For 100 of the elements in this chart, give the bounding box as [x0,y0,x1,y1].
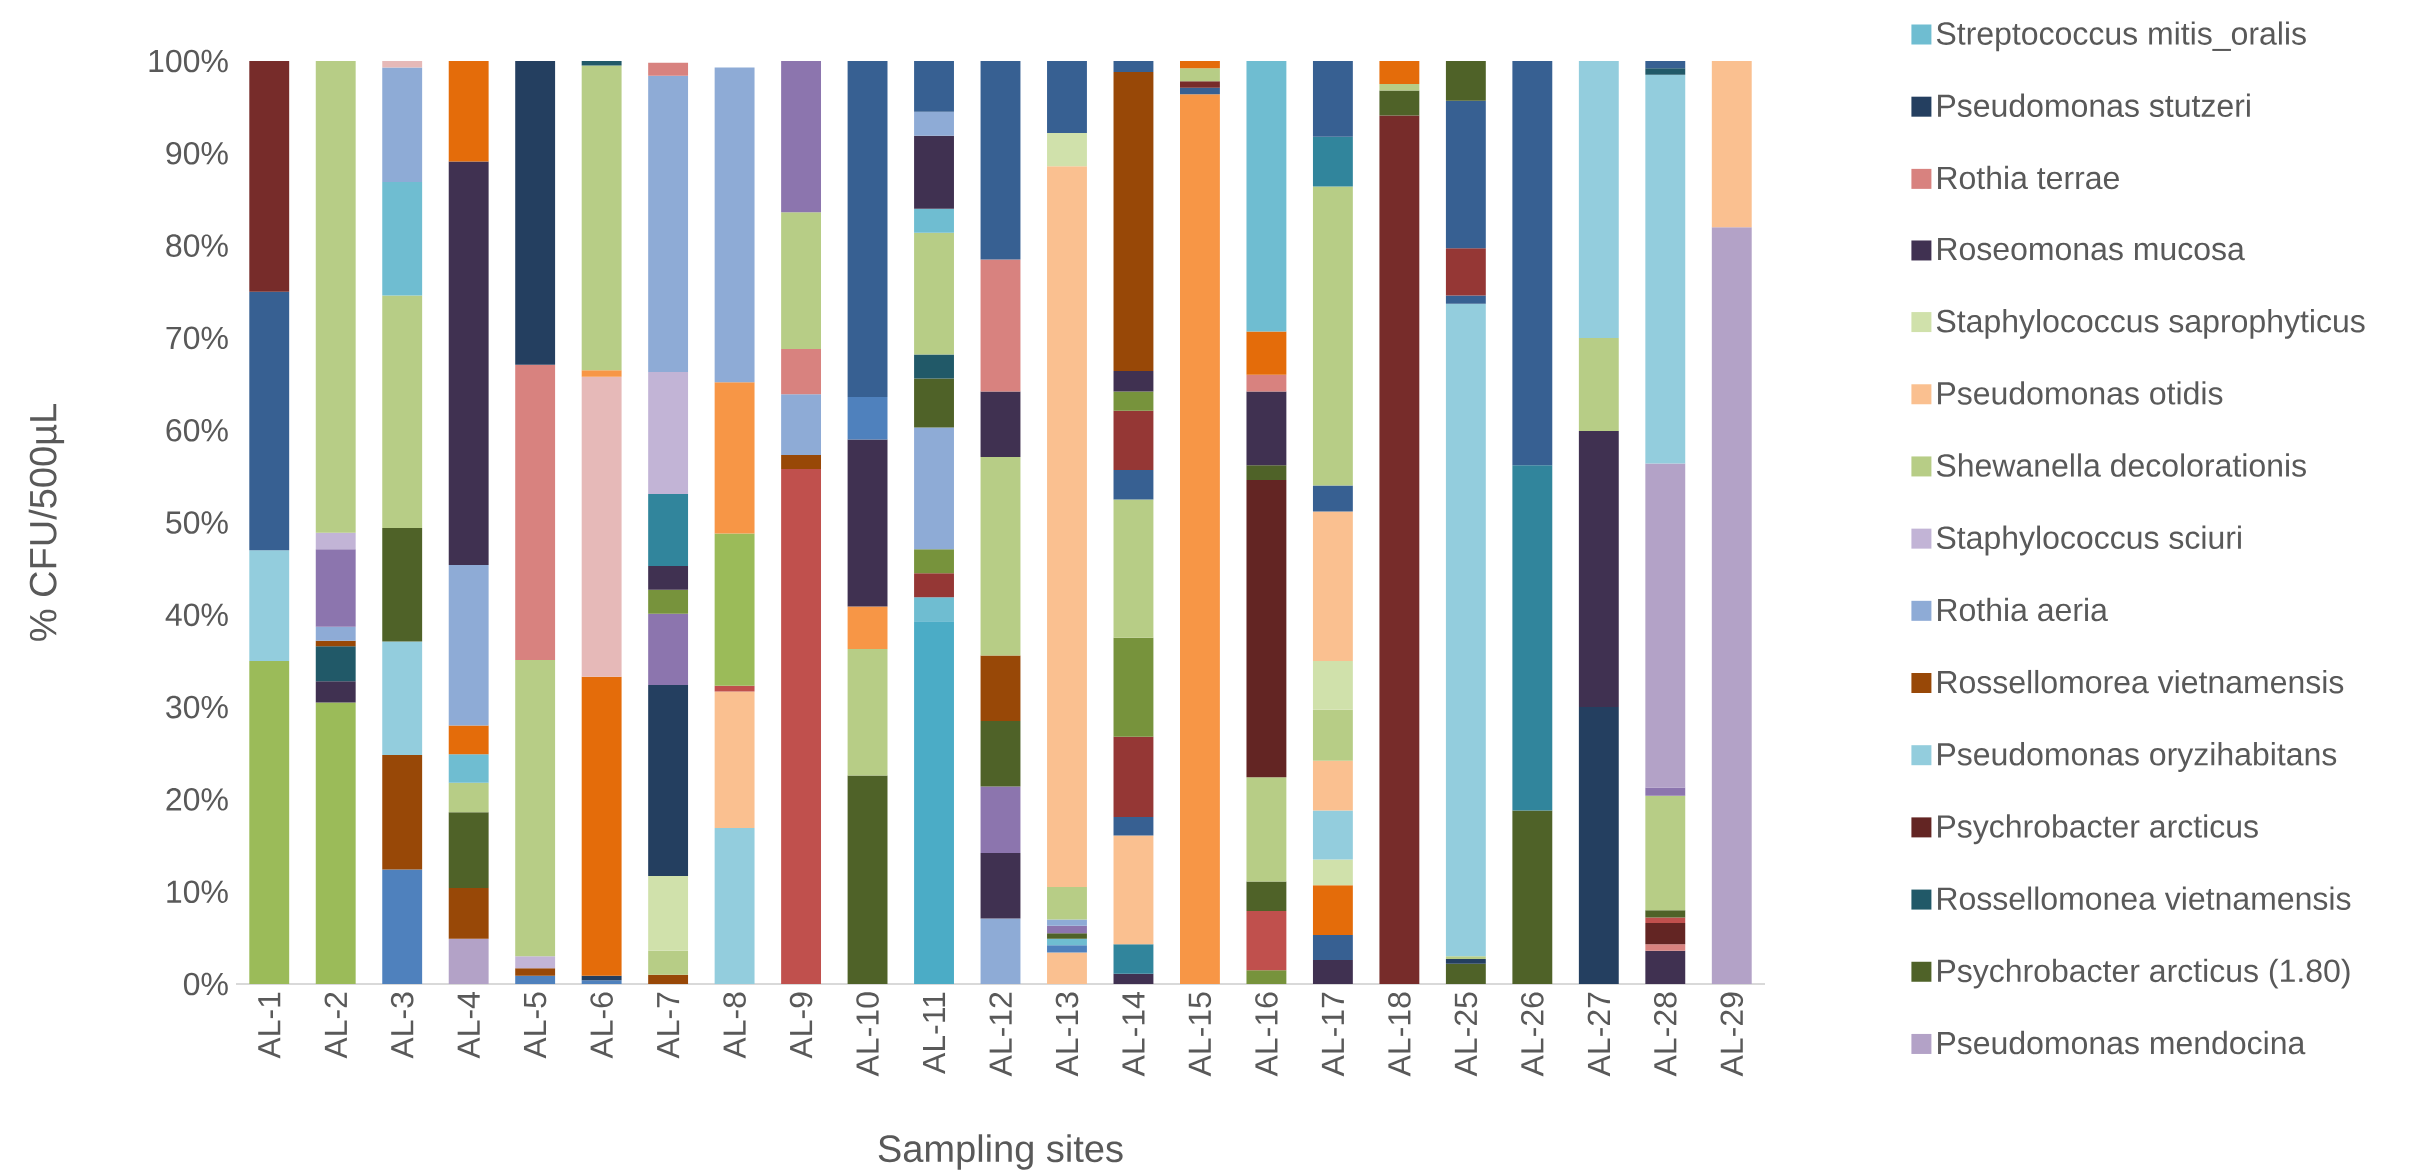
bar [1113,410,1154,470]
bar [1445,956,1486,960]
bar [315,646,356,682]
legend-label: Streptococcus mitis_oralis [1936,21,2306,52]
bar [714,382,755,534]
bar [1180,81,1220,88]
bar [515,975,556,984]
bar [781,455,822,469]
bar [1312,136,1353,187]
bar [980,259,1021,392]
bar [1312,485,1353,512]
bar [714,533,755,686]
bar [1312,935,1353,960]
bar [1645,60,1686,69]
bar [648,876,689,951]
bar [914,597,954,622]
bar [648,589,689,614]
legend-label: Rothia aeria [1938,597,2108,622]
bar [1047,887,1087,920]
y-tick-label: 10% [167,880,228,904]
x-tick-label: AL-12 [989,992,1012,1077]
y-tick-label: 40% [165,603,228,627]
bar [448,60,489,162]
bar [1246,777,1287,882]
y-tick-label: 80% [166,234,228,257]
bar [914,573,954,598]
legend-label: Rossellomorea vietnamensis [1938,669,2344,694]
bar [648,62,689,76]
x-tick-label: AL-6 [590,992,613,1059]
bar [1246,465,1287,481]
bar [1180,68,1220,82]
bar [1047,933,1087,939]
y-tick-label: 100% [149,49,228,73]
bar [1047,166,1087,888]
bar [1645,74,1686,464]
bar [1113,391,1154,411]
bar [382,60,423,68]
bar [249,660,290,984]
bar [1512,810,1553,984]
bar [847,775,888,984]
bar [1312,810,1353,860]
x-tick-label: AL-18 [1388,992,1411,1077]
bar [847,439,888,607]
bar [714,67,755,383]
bar [1180,60,1220,69]
y-tick-label: 60% [166,418,228,442]
bar [847,606,888,649]
bar [448,888,489,939]
bar [980,60,1021,260]
legend-label: Rothia terrae [1938,165,2119,190]
bar [382,641,423,756]
x-tick-label: AL-26 [1521,992,1544,1077]
bar [980,852,1021,919]
legend-label: Rossellomonea vietnamensis [1938,886,2351,910]
x-tick-label: AL-11 [923,992,946,1075]
y-tick-label: 30% [166,695,228,719]
bar [914,354,954,379]
bar [1047,925,1087,934]
y-tick-label: 0% [183,972,228,996]
x-tick-label: AL-25 [1454,992,1478,1077]
bar [382,181,423,296]
bar [315,702,356,984]
bar [1445,963,1486,984]
bar [1246,331,1287,375]
bar [315,626,356,641]
bar [1246,970,1287,984]
bar [448,725,489,755]
bar [1246,480,1287,778]
bar [1578,431,1619,708]
bar [1246,881,1287,912]
bar [847,396,888,440]
bar [980,786,1021,853]
bar [382,528,423,642]
bar [1312,660,1353,710]
bar [1645,950,1686,984]
bar [1645,787,1686,796]
bar [1645,463,1686,788]
x-tick-label: AL-9 [789,992,813,1059]
bar [581,370,622,377]
x-tick-label: AL-1 [258,992,281,1059]
bar [1445,248,1486,296]
x-tick-label: AL-7 [657,992,680,1059]
bar [1578,337,1619,432]
legend-label: Pseudomonas stutzeri [1938,93,2250,118]
bar [1113,499,1154,638]
bar [382,755,423,870]
legend-label: Psychrobacter arcticus (1.80) [1938,958,2350,989]
bar [648,613,689,685]
bar [1645,910,1686,918]
bar [382,869,423,984]
bar [1047,132,1087,167]
bar [1180,94,1220,984]
bar [914,60,954,112]
bar [980,456,1021,656]
bar [781,468,822,984]
bar [581,980,622,984]
legend-label: Pseudomonas mendocina [1938,1030,2306,1055]
bar [914,111,954,136]
bar [980,391,1021,457]
bar [914,427,954,550]
